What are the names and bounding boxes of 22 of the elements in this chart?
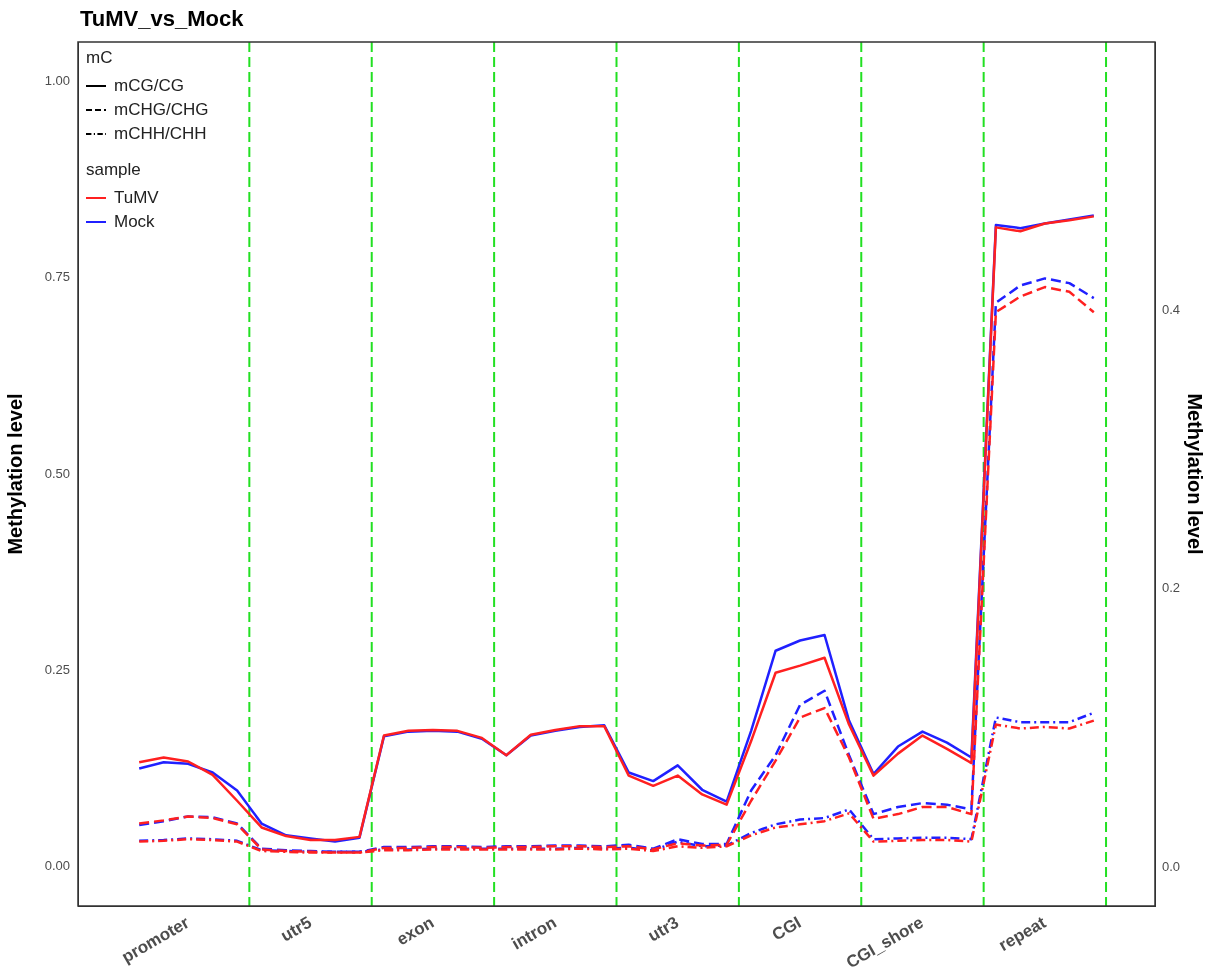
x-tick-label: utr5 [277,912,315,946]
y2-tick-label: 0.2 [1162,580,1181,596]
y-tick-label: 1.00 [44,72,70,88]
x-tick-label: exon [393,912,438,950]
annotation: mCG/CG [114,76,184,96]
legend-label: Mock [114,212,155,232]
legend-label: TuMV [114,188,159,208]
legend-title: sample [86,160,142,180]
y-tick-label: 0.75 [44,269,70,285]
y-tick-label: 0.00 [44,858,70,874]
x-tick-label: CGI [768,912,805,945]
y-tick-label: 0.25 [44,661,70,677]
annotation: mCHH/CHH [114,124,207,144]
text: mC [86,48,114,68]
chart-title: TuMV_vs_Mock [80,6,244,32]
annotation: mCHG/CHG [114,100,209,120]
y2-axis-title: Methylation level [1184,393,1207,555]
y-axis-title: Methylation level [3,393,26,555]
y2-tick-label: 0.0 [1162,858,1181,874]
x-tick-label: utr3 [644,912,683,946]
y-tick-label: 0.50 [44,465,70,481]
y2-tick-label: 0.4 [1162,302,1181,318]
